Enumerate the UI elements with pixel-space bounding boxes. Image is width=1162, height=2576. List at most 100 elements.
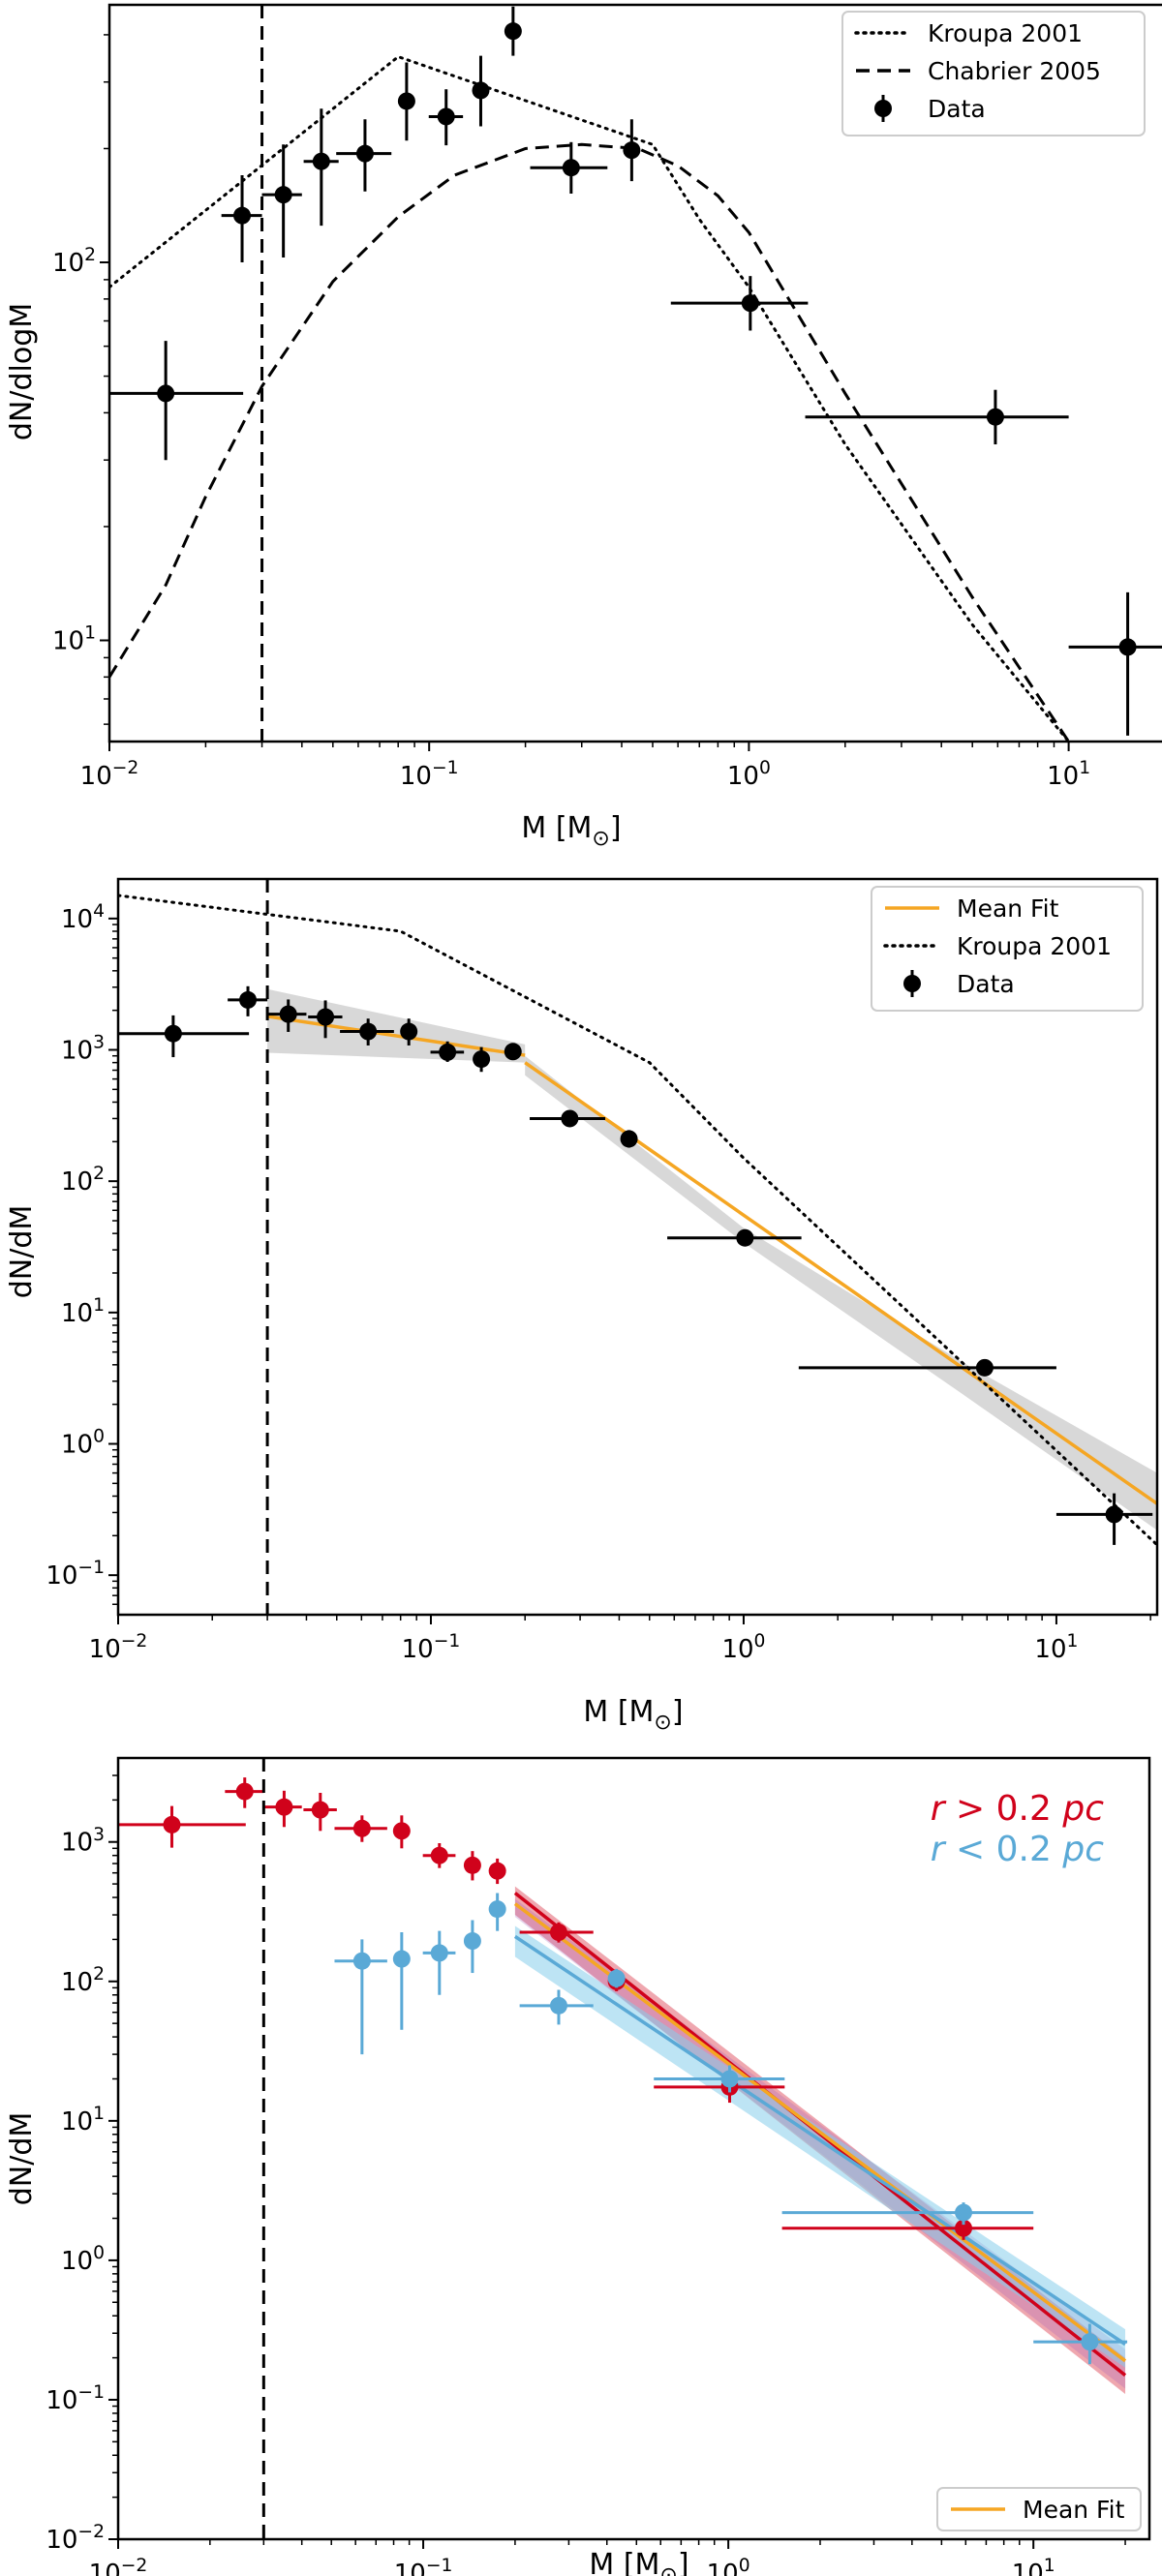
data-marker [488,1862,506,1880]
legend-label: Data [928,95,986,123]
y-tick-label: 103 [61,1825,105,1858]
data-marker [473,1050,491,1069]
data-point [805,389,1069,445]
x-axis-label: M [M⊙] [589,2548,688,2576]
legend-swatch [874,100,892,117]
y-tick-label: 10−2 [46,2522,105,2555]
y-tick-label: 101 [61,2104,105,2137]
data-marker [355,144,374,163]
plot-area [109,6,1162,742]
data-point [428,89,464,146]
data-marker [741,294,759,313]
data-marker [986,408,1004,426]
plot-area [118,894,1157,1547]
data-marker [623,141,641,160]
data-point [473,1046,491,1073]
data-point [303,1792,337,1832]
y-tick-label: 100 [61,1427,105,1460]
data-marker [504,22,522,41]
y-tick-label: 102 [52,245,96,278]
annotation-label: r < 0.2 pc [931,1830,1104,1869]
uncertainty-band [267,988,526,1063]
legend: Mean Fit [936,2487,1142,2531]
data-point [620,1130,638,1148]
data-marker [279,1005,297,1023]
data-point [670,276,809,331]
data-marker [311,1801,329,1819]
data-point [488,1858,506,1885]
legend-box [936,2487,1142,2531]
data-point [422,1842,456,1868]
data-point [118,1015,250,1058]
data-point [463,1920,481,1974]
data-marker [164,1024,182,1043]
data-marker [549,1924,567,1942]
data-point [261,144,302,258]
data-marker [392,1822,411,1840]
data-marker [561,1109,579,1128]
data-point [667,1228,802,1247]
data-marker [975,1358,994,1377]
data-point [781,2216,1034,2240]
series-line [513,1902,1127,2363]
data-point [654,2065,785,2093]
series-line [513,1934,1127,2347]
axes-frame [116,877,1159,1617]
y-axis-label: dN/dlogM [5,303,39,440]
y-tick-label: 104 [61,901,105,934]
x-axis-label: M [M⊙] [583,1695,683,1735]
data-marker [463,1932,481,1951]
data-point [109,341,244,461]
data-point [463,1851,481,1881]
data-point [397,62,415,141]
x-tick-label: 10−2 [80,758,139,791]
data-point [221,175,262,263]
legend-box [841,11,1146,136]
data-marker [400,1022,418,1041]
data-point [340,1018,394,1046]
data-point [519,1989,594,2025]
x-axis-label: M [M⊙] [521,811,621,851]
data-marker [352,1952,371,1970]
data-point [623,119,641,182]
y-axis-label: dN/dM [5,1205,39,1299]
data-marker [463,1856,481,1874]
y-tick-label: 103 [61,1033,105,1066]
data-marker [472,81,490,100]
legend: Mean Fit Kroupa 2001 Data [871,886,1144,1012]
legend-swatch [903,975,921,992]
panel-1: 10−2 10−1 100 101 101 102 M [M⊙] dN/dlogM Kroupa… [5,3,1162,851]
y-tick-label: 102 [61,1164,105,1197]
data-marker [397,92,415,110]
y-tick-label: 100 [61,2243,105,2276]
y-tick-label: 101 [52,623,96,656]
data-point [392,1932,411,2030]
legend-label: Chabrier 2005 [928,57,1101,85]
data-point [334,1815,387,1842]
plot-area [118,1777,1128,2394]
legend-label: Kroupa 2001 [928,19,1083,47]
data-point [1033,2323,1128,2365]
legend-label: Data [957,970,1015,998]
uncertainty-band [514,1925,1126,2368]
data-marker [720,2070,739,2088]
data-marker [359,1022,378,1041]
data-point [781,2202,1034,2226]
series-line [109,142,1070,742]
data-marker [955,2219,973,2237]
data-marker [430,1846,448,1864]
data-point [263,1790,302,1828]
data-marker [239,990,258,1009]
data-point [422,1930,456,1995]
legend-label: Mean Fit [1023,2496,1125,2524]
data-marker [607,1969,626,1987]
data-point [392,1815,411,1849]
data-point [504,6,522,56]
x-tick-label: 10−2 [89,2556,148,2576]
data-point [430,1041,465,1062]
data-point [118,1805,246,1848]
data-marker [1081,2333,1099,2351]
data-marker [275,1798,293,1816]
panel-2: 10−2 10−1 100 101 10−1 100 101 102 103 104 M [M⊙] d… [5,877,1159,1735]
x-tick-label: 101 [1034,1631,1078,1664]
